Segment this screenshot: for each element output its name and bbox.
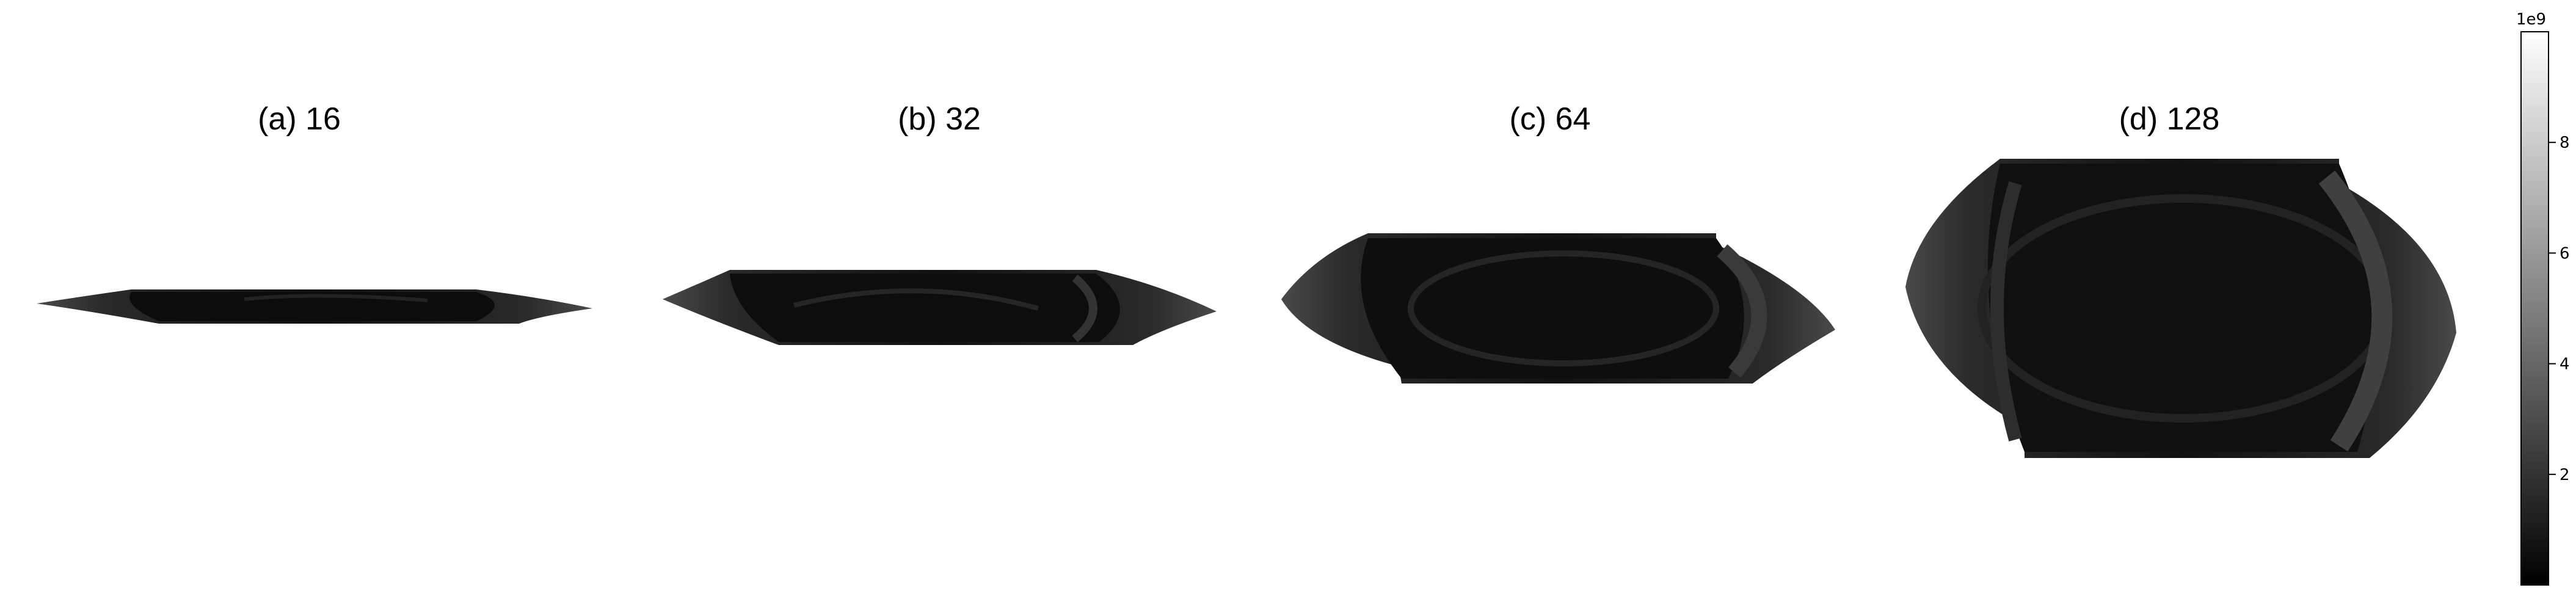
heatmap-core-d <box>1987 164 2375 452</box>
colorbar-tick-label: 8 <box>2560 134 2570 152</box>
panel-title-c: (c) 64 <box>1509 101 1591 137</box>
heatmap-panel-d <box>1905 159 2456 458</box>
heatmap-band-c <box>1717 244 1767 378</box>
heatmap-band-b1 <box>793 288 1039 311</box>
colorbar-tick-label: 2 <box>2560 466 2570 484</box>
heatmap-band-b2 <box>1072 274 1097 343</box>
colorbar-gradient <box>2520 31 2549 586</box>
heatmap-band-d2 <box>1990 181 2022 442</box>
heatmap-band-a <box>244 294 428 302</box>
heatmap-ring-c <box>1408 250 1719 366</box>
heatmap-panel-c <box>1281 233 1835 383</box>
heatmap-core-c <box>1361 238 1744 379</box>
colorbar: 1e9 2 4 6 8 <box>2516 10 2570 586</box>
panel-title-a: (a) 16 <box>258 101 341 137</box>
heatmap-panel-b <box>663 270 1217 345</box>
colorbar-tick-label: 4 <box>2560 355 2570 374</box>
panel-title-d: (d) 128 <box>2119 101 2220 137</box>
panel-title-b: (b) 32 <box>898 101 981 137</box>
heatmap-band-d1 <box>2318 170 2393 452</box>
heatmap-panel-a <box>37 289 592 324</box>
colorbar-exponent-label: 1e9 <box>2516 10 2546 29</box>
heatmap-core-b <box>730 274 1120 342</box>
colorbar-tick-label: 6 <box>2560 244 2570 263</box>
colorbar-ticks: 2 4 6 8 <box>2549 134 2570 484</box>
